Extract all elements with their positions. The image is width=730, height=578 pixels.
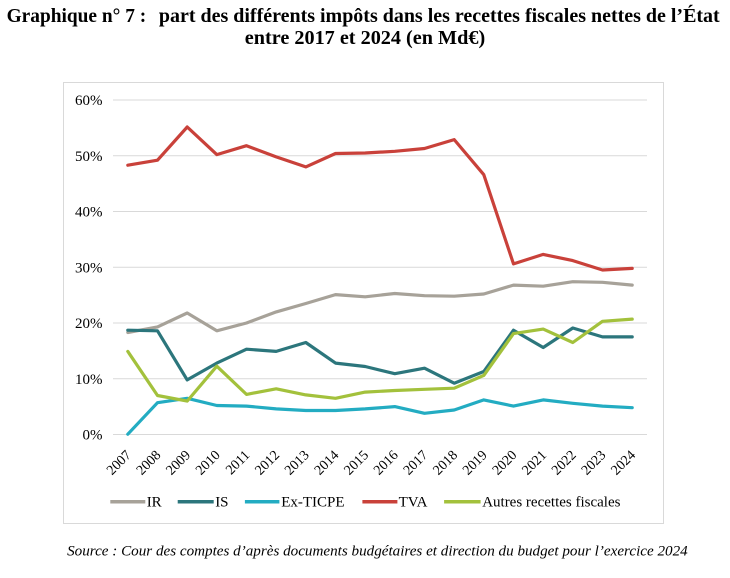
svg-text:Graphique n° 7 :: Graphique n° 7 : xyxy=(7,5,147,27)
svg-text:60%: 60% xyxy=(75,93,103,109)
svg-text:0%: 0% xyxy=(83,428,103,444)
svg-text:50%: 50% xyxy=(75,149,103,165)
svg-text:part des différents impôts dan: part des différents impôts dans les rece… xyxy=(159,5,720,27)
svg-text:30%: 30% xyxy=(75,260,103,276)
svg-text:Ex-TICPE: Ex-TICPE xyxy=(281,495,344,511)
svg-text:40%: 40% xyxy=(75,205,103,221)
svg-text:Autres recettes fiscales: Autres recettes fiscales xyxy=(482,495,620,511)
svg-text:entre 2017 et 2024 (en Md€): entre 2017 et 2024 (en Md€) xyxy=(245,27,485,49)
svg-text:IR: IR xyxy=(147,495,162,511)
svg-text:20%: 20% xyxy=(75,316,103,332)
svg-text:TVA: TVA xyxy=(399,495,428,511)
svg-text:10%: 10% xyxy=(75,372,103,388)
svg-text:Source : Cour des comptes d’ap: Source : Cour des comptes d’après docume… xyxy=(67,544,688,560)
svg-text:IS: IS xyxy=(215,495,228,511)
